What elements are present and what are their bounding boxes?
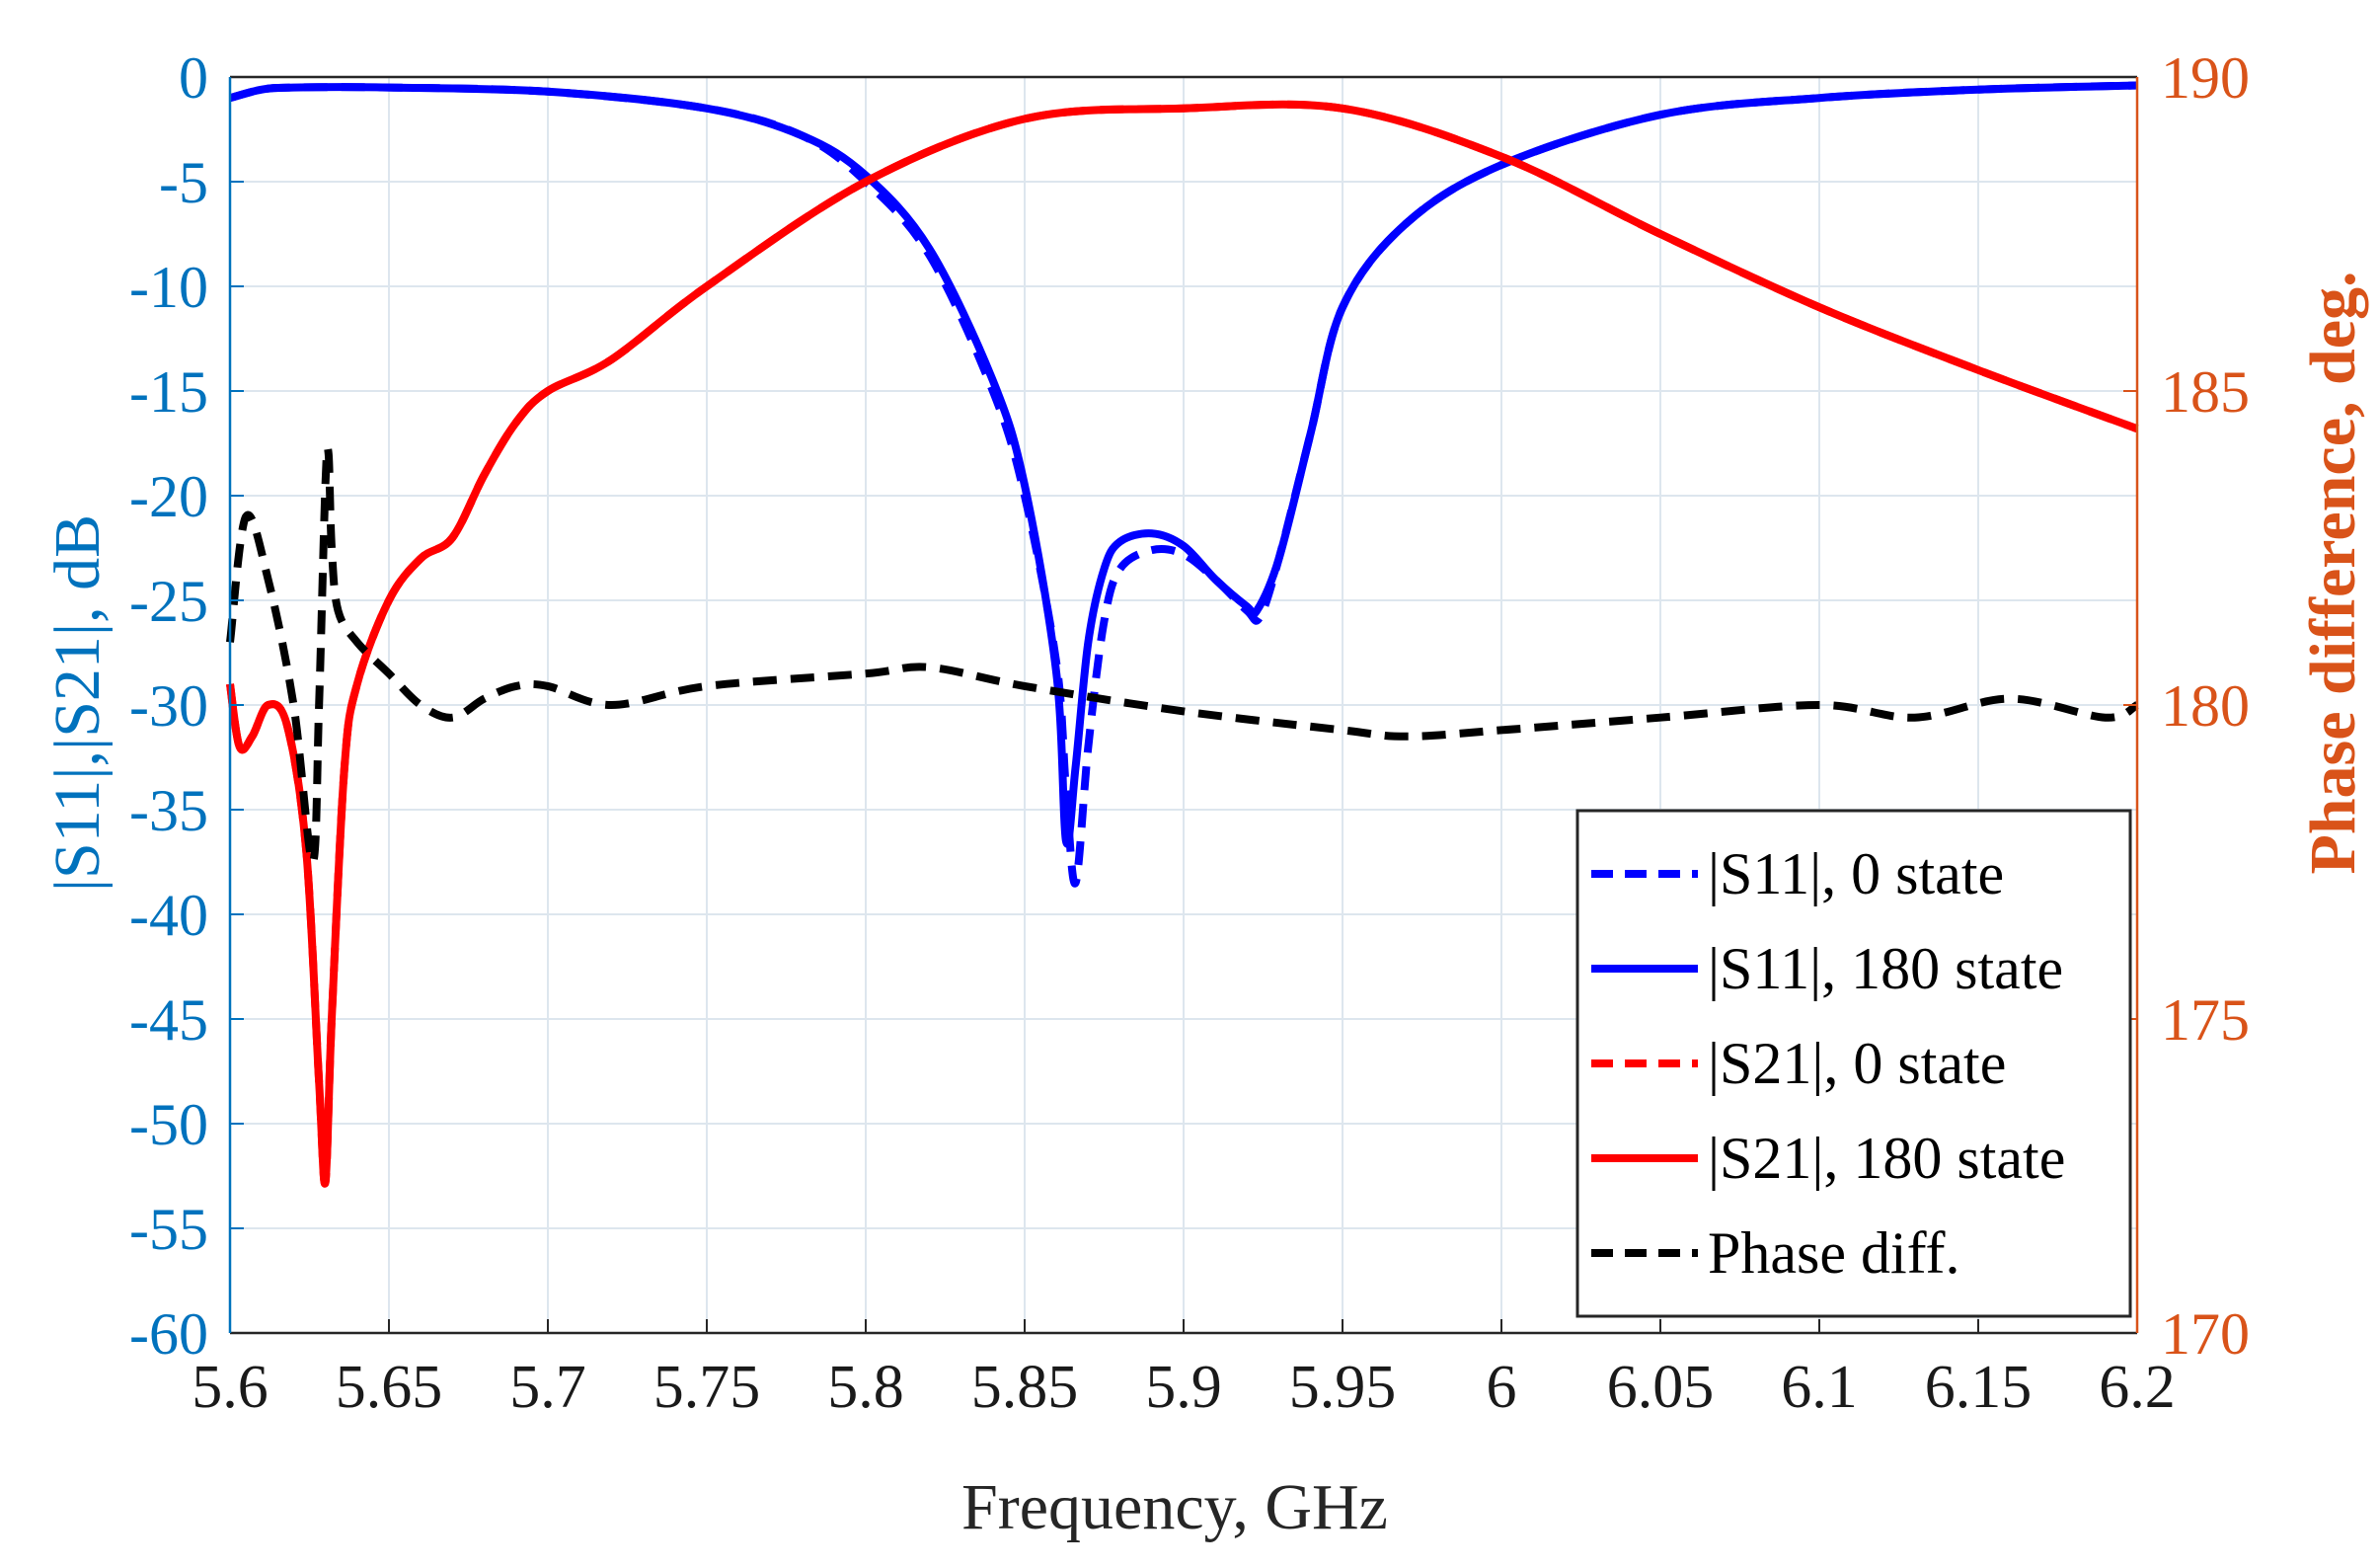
x-tick-label: 6.15 <box>1925 1354 2033 1421</box>
y-left-tick-label: -50 <box>129 1092 208 1157</box>
tick-labels: 5.6 5.65 5.7 5.75 5.8 5.85 5.9 5.95 6 6.05 6.1 6.15… <box>129 45 2250 1421</box>
y-left-tick-label: -5 <box>159 150 208 215</box>
series-group <box>226 81 2139 1188</box>
y-axis-right-title: Phase difference, deg. <box>2297 272 2369 875</box>
y-right-tick-label: 175 <box>2161 987 2250 1053</box>
x-tick-label: 5.75 <box>653 1354 761 1421</box>
x-tick-label: 5.8 <box>827 1354 904 1421</box>
y-left-tick-label: -55 <box>129 1197 208 1262</box>
y-left-tick-label: -60 <box>129 1301 208 1367</box>
legend-label: |S21|, 180 state <box>1708 1126 2065 1191</box>
y-right-tick-label: 180 <box>2161 673 2250 739</box>
legend-label: Phase diff. <box>1708 1220 1960 1286</box>
y-left-tick-label: 0 <box>179 45 208 111</box>
series-line-s11-180-state <box>228 81 2138 848</box>
x-tick-label: 6.2 <box>2099 1354 2176 1421</box>
y-left-tick-label: -40 <box>129 883 208 948</box>
y-right-tick-label: 185 <box>2161 359 2250 425</box>
legend-label: |S11|, 0 state <box>1708 841 2004 906</box>
y-left-tick-label: -15 <box>129 359 208 425</box>
y-left-tick-label: -30 <box>129 673 208 739</box>
axes <box>228 75 2139 1335</box>
y-left-tick-label: -10 <box>129 255 208 320</box>
x-tick-label: 5.85 <box>971 1354 1079 1421</box>
x-axis-title: Frequency, GHz <box>961 1471 1388 1543</box>
x-tick-label: 6.1 <box>1781 1354 1858 1421</box>
legend-label: |S11|, 180 state <box>1708 936 2063 1001</box>
legend-label: |S21|, 0 state <box>1708 1031 2006 1096</box>
x-tick-label: 6.05 <box>1607 1354 1715 1421</box>
legend: |S11|, 0 state |S11|, 180 state |S21|, 0 s… <box>1575 809 2132 1318</box>
x-tick-label: 6 <box>1487 1354 1517 1421</box>
x-tick-label: 5.95 <box>1289 1354 1397 1421</box>
series-line-s21-180-state <box>226 100 2139 1188</box>
y-axis-left-title: |S11|,|S21|, dB <box>41 514 114 892</box>
x-tick-label: 5.9 <box>1145 1354 1222 1421</box>
y-right-tick-label: 170 <box>2161 1301 2250 1367</box>
series-line-phase-diff <box>226 443 2139 866</box>
x-tick-label: 5.7 <box>509 1354 586 1421</box>
y-left-tick-label: -35 <box>129 778 208 843</box>
y-right-tick-label: 190 <box>2161 45 2250 111</box>
x-tick-label: 5.65 <box>336 1354 443 1421</box>
y-left-tick-label: -20 <box>129 464 208 529</box>
x-tick-label: 5.6 <box>192 1354 269 1421</box>
y-left-tick-label: -45 <box>129 987 208 1053</box>
y-left-tick-label: -25 <box>129 569 208 634</box>
